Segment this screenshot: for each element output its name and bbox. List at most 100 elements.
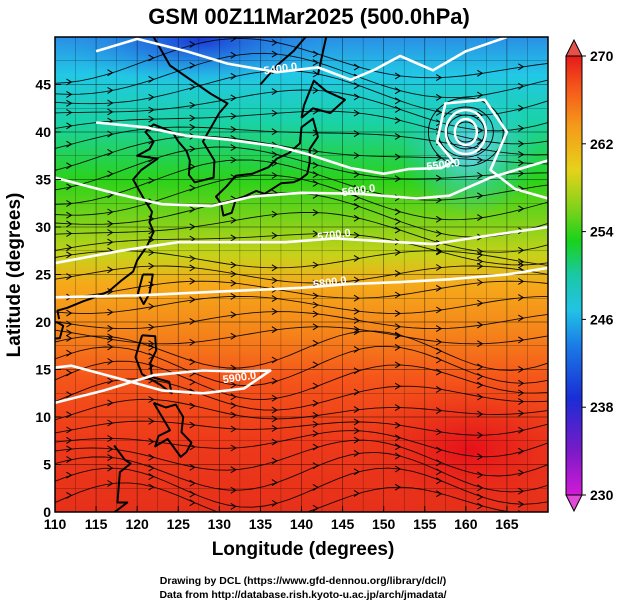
streamline-arrow (435, 108, 443, 116)
streamline-arrow (394, 465, 402, 473)
streamline-arrow (230, 37, 237, 42)
streamline-arrow (189, 205, 196, 213)
coastline (56, 37, 229, 320)
streamline-arrow (148, 54, 155, 62)
x-tick-label: 115 (85, 516, 108, 532)
streamline-arrow (353, 388, 360, 396)
streamline-arrow (477, 192, 484, 200)
chart-title: GSM 00Z11Mar2025 (500.0hPa) (148, 4, 470, 29)
streamline-arrow (353, 436, 360, 444)
height-contour (95, 98, 548, 200)
streamline-arrow (230, 311, 237, 319)
streamline-arrow (230, 234, 237, 242)
streamline-arrow (435, 338, 443, 346)
streamline-arrow (353, 345, 360, 353)
streamline-arrow (435, 264, 443, 271)
streamline-arrow (353, 231, 360, 239)
streamline-arrow (477, 69, 484, 77)
streamline-arrow (271, 210, 278, 218)
streamline-arrow (271, 277, 278, 284)
streamline-arrow (477, 372, 484, 380)
streamline-arrow (66, 99, 73, 107)
streamline-arrow (107, 454, 114, 462)
y-axis-label: Latitude (degrees) (4, 193, 25, 358)
streamline-arrow (394, 105, 402, 113)
streamline-arrow (312, 382, 319, 390)
streamline-arrow (394, 421, 402, 429)
streamline-arrow (66, 456, 73, 464)
streamline-arrow (107, 99, 114, 107)
streamline-arrow (189, 145, 196, 153)
streamline-arrow (518, 389, 525, 397)
streamline-arrow (477, 251, 484, 259)
streamline-arrow (107, 464, 114, 472)
colorbar-extend-top (565, 38, 583, 57)
y-tick-label: 5 (43, 457, 51, 473)
streamline-arrow (394, 332, 402, 340)
streamline-arrow (312, 292, 319, 300)
streamline-arrow (394, 175, 402, 183)
streamline-arrow (189, 184, 196, 192)
streamline-arrow (107, 343, 114, 351)
streamline-arrow (66, 78, 73, 86)
streamline-arrow (148, 303, 155, 310)
streamline-arrow (271, 151, 278, 158)
streamline-arrow (353, 427, 360, 435)
streamline-arrow (518, 277, 525, 285)
x-tick-label: 165 (495, 516, 519, 532)
streamline-arrow (394, 361, 402, 369)
streamline-arrow (353, 328, 360, 336)
streamline-arrow (394, 331, 402, 339)
streamline-arrow (189, 277, 196, 285)
y-tick-label: 15 (35, 362, 51, 378)
streamline-arrow (189, 83, 196, 91)
streamline-arrow (435, 230, 443, 237)
streamline-arrow (518, 258, 525, 266)
streamline-arrow (518, 124, 525, 132)
streamline-arrow (312, 279, 319, 287)
streamline-arrow (230, 270, 237, 278)
streamline-arrow (394, 404, 402, 412)
streamline-arrow (66, 220, 73, 228)
colorbar-extend-bottom (565, 494, 583, 513)
streamline-arrow (107, 336, 114, 344)
streamline-arrow (230, 332, 237, 340)
height-contour (55, 159, 548, 208)
streamline-arrow (230, 51, 237, 59)
streamline-arrow (312, 323, 319, 331)
credit-line-2: Data from http://database.rish.kyoto-u.a… (159, 589, 446, 601)
streamline-arrow (66, 334, 73, 342)
streamline-arrow (107, 170, 114, 178)
streamline-arrow (148, 249, 155, 256)
y-tick-label: 20 (35, 314, 51, 330)
streamline-arrow (435, 468, 443, 476)
streamline-arrow (312, 462, 319, 470)
streamline-arrow (394, 382, 402, 390)
streamline-arrow (148, 483, 155, 491)
streamline-arrow (189, 114, 196, 122)
coastline (134, 334, 173, 395)
x-tick-label: 135 (249, 516, 273, 532)
streamline-arrow (66, 211, 73, 219)
coastline (300, 79, 346, 119)
streamline-arrow (107, 377, 114, 385)
streamline-arrow (518, 336, 525, 344)
streamline-arrow (66, 109, 73, 116)
streamline-arrow (271, 39, 278, 46)
streamline-arrow (271, 172, 278, 179)
streamline-arrow (353, 468, 360, 476)
streamline-arrow (107, 148, 114, 156)
streamline-arrow (435, 93, 443, 101)
streamline-arrow (312, 310, 319, 318)
streamline-arrow (394, 97, 402, 105)
streamline-arrow (477, 484, 484, 492)
streamline-arrow (353, 93, 360, 101)
streamline-arrow (312, 301, 319, 309)
streamline-arrow (394, 434, 402, 442)
streamline-arrow (107, 399, 114, 407)
streamline-arrow (271, 438, 278, 446)
x-tick-label: 120 (125, 516, 149, 532)
lat-lon-grid (55, 37, 548, 512)
streamline-arrow (107, 435, 114, 442)
streamline-arrow (477, 453, 484, 461)
